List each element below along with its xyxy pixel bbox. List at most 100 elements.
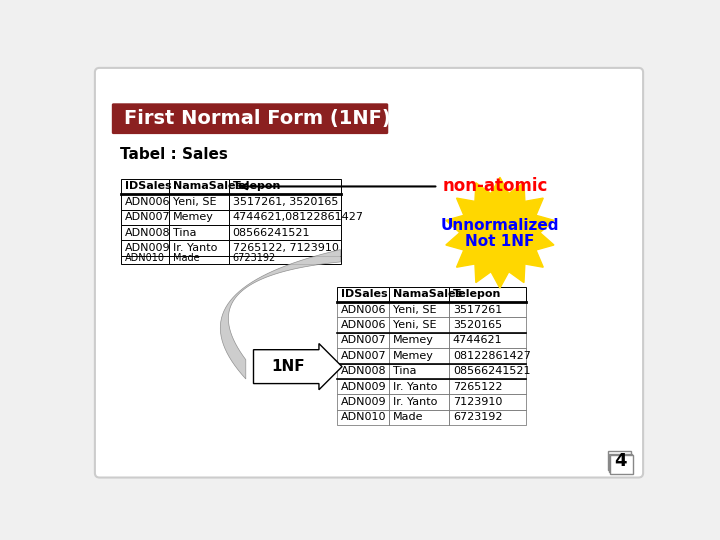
- Bar: [389, 410, 449, 425]
- Text: NamaSales: NamaSales: [173, 181, 242, 192]
- Text: ADN007: ADN007: [125, 212, 171, 222]
- FancyBboxPatch shape: [112, 103, 388, 134]
- Text: Tina: Tina: [173, 228, 196, 238]
- FancyBboxPatch shape: [95, 68, 643, 477]
- Text: Memey: Memey: [393, 335, 433, 346]
- Text: Memey: Memey: [393, 351, 433, 361]
- Polygon shape: [220, 249, 341, 379]
- Text: 08566241521: 08566241521: [233, 228, 310, 238]
- Bar: [449, 318, 526, 333]
- Bar: [449, 333, 526, 348]
- Text: 6723192: 6723192: [453, 413, 503, 422]
- Text: ADN006: ADN006: [341, 320, 386, 330]
- Text: ADN008: ADN008: [125, 228, 171, 238]
- Text: ADN006: ADN006: [125, 197, 171, 207]
- Text: 08566241521: 08566241521: [453, 366, 531, 376]
- Bar: [168, 256, 229, 264]
- Bar: [449, 287, 526, 302]
- Text: 4744621: 4744621: [453, 335, 503, 346]
- Polygon shape: [446, 177, 554, 288]
- Text: ADN010: ADN010: [341, 413, 386, 422]
- Bar: [337, 379, 389, 394]
- Text: non-atomic: non-atomic: [442, 178, 547, 195]
- Text: ADN008: ADN008: [341, 366, 386, 376]
- Text: 7265122: 7265122: [453, 382, 503, 392]
- Text: IDSales: IDSales: [125, 181, 171, 192]
- Bar: [168, 225, 229, 240]
- Text: Unnormalized: Unnormalized: [441, 218, 559, 233]
- Text: Not 1NF: Not 1NF: [465, 234, 534, 248]
- Bar: [389, 302, 449, 318]
- Bar: [389, 287, 449, 302]
- Bar: [449, 394, 526, 410]
- Text: ADN009: ADN009: [341, 397, 386, 407]
- Bar: [389, 348, 449, 363]
- Text: NamaSales: NamaSales: [393, 289, 462, 299]
- Text: ADN007: ADN007: [341, 351, 386, 361]
- Bar: [121, 225, 168, 240]
- Text: ADN006: ADN006: [341, 305, 386, 315]
- Text: First Normal Form (1NF): First Normal Form (1NF): [124, 109, 391, 128]
- Bar: [229, 210, 341, 225]
- Bar: [337, 363, 389, 379]
- Bar: [121, 210, 168, 225]
- Bar: [337, 302, 389, 318]
- Bar: [337, 318, 389, 333]
- Text: 08122861427: 08122861427: [453, 351, 531, 361]
- Bar: [229, 240, 341, 256]
- Bar: [229, 179, 341, 194]
- Bar: [449, 348, 526, 363]
- Text: Telepon: Telepon: [453, 289, 501, 299]
- Text: ADN010: ADN010: [125, 253, 165, 264]
- Bar: [168, 179, 229, 194]
- Text: Yeni, SE: Yeni, SE: [393, 320, 436, 330]
- Text: IDSales: IDSales: [341, 289, 387, 299]
- Text: ADN007: ADN007: [341, 335, 386, 346]
- Bar: [389, 318, 449, 333]
- Bar: [229, 256, 341, 264]
- Polygon shape: [253, 343, 342, 390]
- Bar: [389, 333, 449, 348]
- Bar: [609, 454, 632, 472]
- Text: Tabel : Sales: Tabel : Sales: [120, 147, 228, 162]
- Text: 3517261: 3517261: [453, 305, 502, 315]
- Bar: [389, 363, 449, 379]
- Text: Ir. Yanto: Ir. Yanto: [393, 382, 437, 392]
- Bar: [389, 379, 449, 394]
- Bar: [337, 394, 389, 410]
- Bar: [121, 179, 168, 194]
- Bar: [229, 225, 341, 240]
- Bar: [121, 194, 168, 210]
- Bar: [121, 256, 168, 264]
- Bar: [337, 333, 389, 348]
- Text: Tina: Tina: [393, 366, 416, 376]
- Text: Made: Made: [173, 253, 199, 264]
- Bar: [449, 379, 526, 394]
- Bar: [121, 240, 168, 256]
- Text: 1NF: 1NF: [271, 359, 305, 374]
- Text: 4744621,08122861427: 4744621,08122861427: [233, 212, 364, 222]
- Bar: [168, 240, 229, 256]
- Bar: [229, 194, 341, 210]
- Bar: [608, 451, 631, 470]
- Bar: [389, 394, 449, 410]
- Bar: [449, 410, 526, 425]
- Text: ADN009: ADN009: [125, 243, 171, 253]
- Text: Telepon: Telepon: [233, 181, 281, 192]
- Text: 3517261, 3520165: 3517261, 3520165: [233, 197, 338, 207]
- Text: 7265122, 7123910: 7265122, 7123910: [233, 243, 338, 253]
- Text: Yeni, SE: Yeni, SE: [393, 305, 436, 315]
- Text: 6723192: 6723192: [233, 253, 276, 264]
- Text: Yeni, SE: Yeni, SE: [173, 197, 216, 207]
- Text: 4: 4: [613, 451, 626, 470]
- Text: ADN009: ADN009: [341, 382, 386, 392]
- Bar: [449, 302, 526, 318]
- Text: Made: Made: [393, 413, 423, 422]
- Text: Memey: Memey: [173, 212, 214, 222]
- Text: 3520165: 3520165: [453, 320, 502, 330]
- Bar: [449, 363, 526, 379]
- Bar: [337, 410, 389, 425]
- Bar: [337, 287, 389, 302]
- Bar: [168, 210, 229, 225]
- Text: 7123910: 7123910: [453, 397, 503, 407]
